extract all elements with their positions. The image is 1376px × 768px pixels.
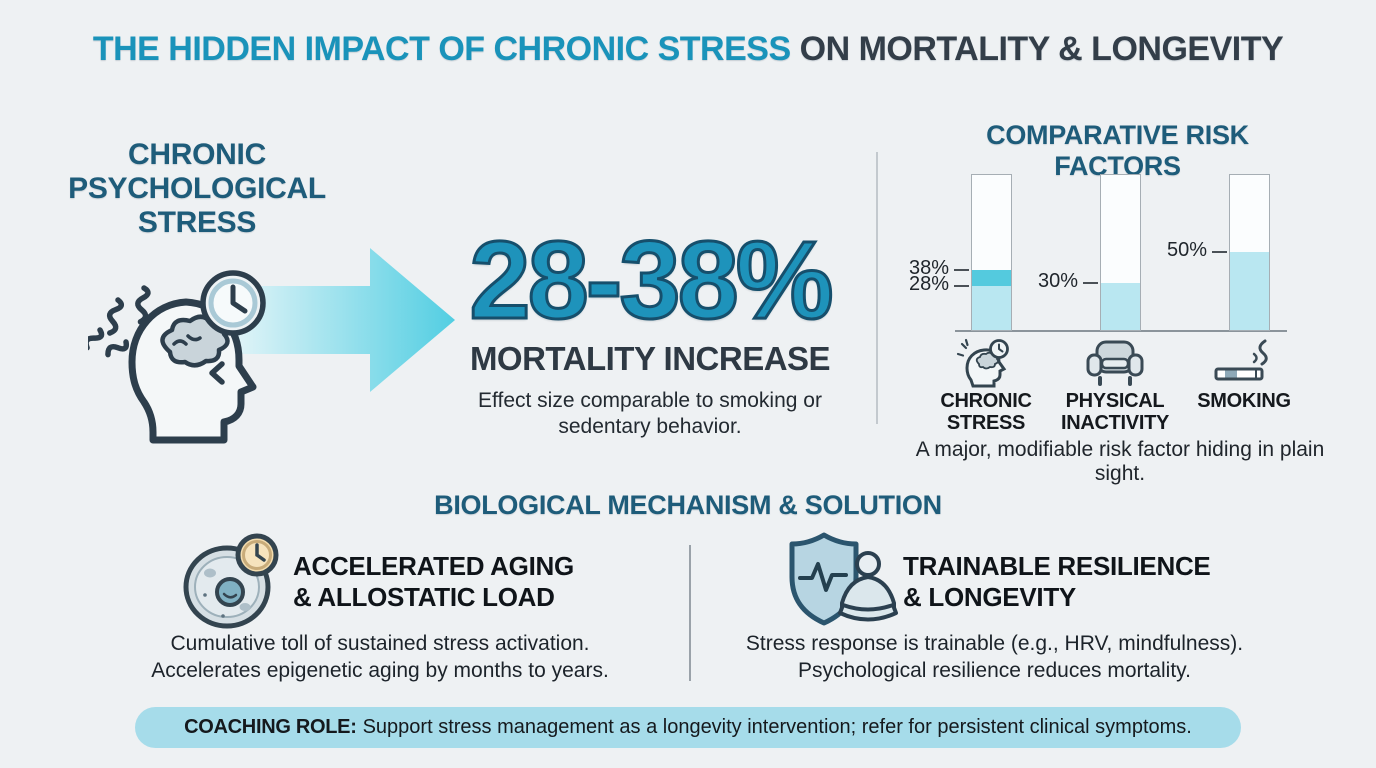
card-title-resilience-line2: & LONGEVITY [903, 582, 1076, 612]
resilience-shield-meditation-icon [789, 532, 898, 626]
page-title: THE HIDDEN IMPACT OF CHRONIC STRESS ON MO… [0, 30, 1376, 69]
coaching-role-label: COACHING ROLE: [184, 716, 357, 738]
card-title-aging-line1: ACCELERATED AGING [293, 551, 574, 581]
tick-label: 50% [1166, 238, 1207, 261]
card-body-aging-line2: Accelerates epigenetic aging by months t… [151, 659, 609, 682]
risk-bar-0-segment [972, 270, 1011, 287]
cigarette-icon [1214, 339, 1268, 381]
risk-bar-0-segment [972, 286, 1011, 330]
armchair-icon [1086, 340, 1144, 386]
tick-label: 28% [908, 273, 949, 296]
mortality-increase-label: MORTALITY INCREASE [469, 340, 831, 377]
risk-bar-1-segment [1101, 282, 1140, 330]
title-rest: ON MORTALITY & LONGEVITY [799, 30, 1284, 68]
tick-dash [1083, 281, 1098, 284]
coaching-role-text: Support stress management as a longevity… [362, 716, 1192, 738]
title-highlight: THE HIDDEN IMPACT OF CHRONIC STRESS [92, 30, 791, 68]
card-body-resilience-line2: Psychological resilience reduces mortali… [798, 659, 1191, 682]
card-body-resilience: Stress response is trainable (e.g., HRV,… [722, 630, 1267, 684]
tick-dash [954, 269, 969, 272]
bar-category-physical-inactivity: PHYSICAL INACTIVITY [1035, 338, 1195, 434]
risk-bar-1 [1100, 174, 1141, 331]
chronic-stress-heading: CHRONIC PSYCHOLOGICAL STRESS [68, 138, 326, 239]
bar-category-smoking: SMOKING [1164, 338, 1324, 412]
impact-note: Effect size comparable to smoking or sed… [478, 389, 822, 438]
bar-label-smoking: SMOKING [1197, 390, 1291, 412]
tick-label: 38% [908, 257, 949, 280]
card-title-resilience-line1: TRAINABLE RESILIENCE [903, 551, 1211, 581]
tick-label: 30% [1037, 269, 1078, 292]
risk-bar-2 [1229, 174, 1270, 331]
mechanism-heading: BIOLOGICAL MECHANISM & SOLUTION [434, 490, 942, 520]
card-title-aging-line2: & ALLOSTATIC LOAD [293, 582, 555, 612]
card-body-aging: Cumulative toll of sustained stress acti… [130, 630, 630, 684]
bar-label-physical-inactivity: PHYSICAL INACTIVITY [1060, 390, 1170, 434]
chart-caption: A major, modifiable risk factor hiding i… [915, 438, 1325, 485]
mortality-increase-value: 28-38% [468, 219, 835, 342]
card-body-resilience-line1: Stress response is trainable (e.g., HRV,… [745, 632, 1244, 655]
chronic-stress-head-icon [956, 338, 1009, 388]
tick-dash [1212, 250, 1227, 253]
card-divider [689, 545, 691, 681]
coaching-role-banner: COACHING ROLE: Support stress management … [135, 707, 1241, 748]
tick-dash [954, 285, 969, 288]
chart-x-axis [955, 330, 1287, 332]
section-divider-vertical [876, 152, 878, 424]
card-body-aging-line1: Cumulative toll of sustained stress acti… [170, 632, 590, 655]
bar-category-chronic-stress: CHRONIC STRESS [906, 338, 1066, 434]
aging-cell-clock-icon [183, 533, 279, 629]
risk-bar-0 [971, 174, 1012, 331]
card-title-resilience: TRAINABLE RESILIENCE & LONGEVITY [903, 551, 1213, 613]
bar-label-chronic-stress: CHRONIC STRESS [940, 390, 1032, 434]
right-arrow-icon [222, 248, 455, 392]
card-title-aging: ACCELERATED AGING & ALLOSTATIC LOAD [293, 551, 583, 613]
risk-bar-2-segment [1230, 251, 1269, 330]
risk-chart-plot: 38% 28% 30% 50% [905, 165, 1305, 332]
chart-title: COMPARATIVE RISK FACTORS [986, 120, 1249, 181]
stressed-head-clock-icon [88, 270, 266, 444]
